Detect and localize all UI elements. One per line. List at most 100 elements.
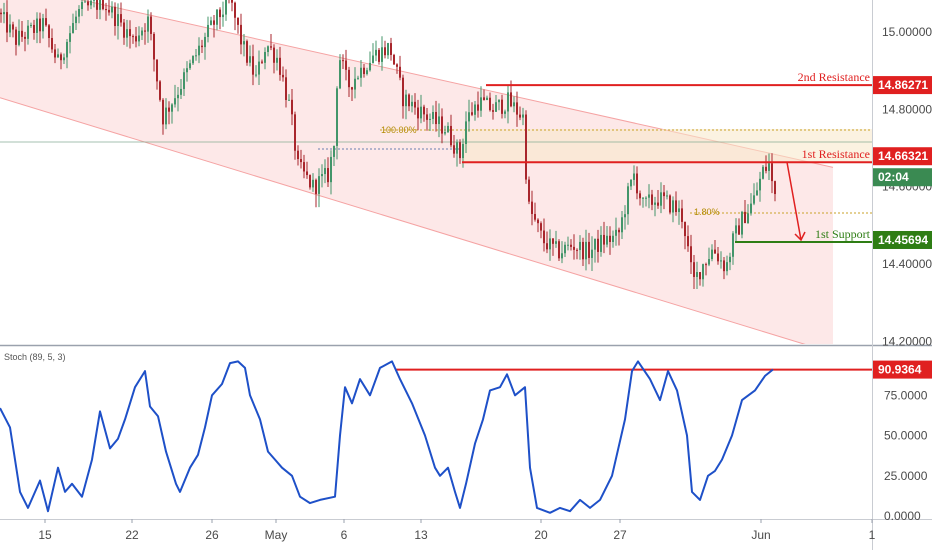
candle <box>642 197 644 199</box>
candle <box>594 238 596 250</box>
candle <box>531 201 533 214</box>
candle <box>441 116 443 134</box>
candle <box>264 52 266 63</box>
candle <box>774 181 776 195</box>
candle <box>12 24 14 30</box>
candle <box>54 49 56 58</box>
candle <box>120 14 122 23</box>
candle <box>279 57 281 75</box>
stoch-tick-label: 50.0000 <box>884 429 928 443</box>
candle <box>285 77 287 100</box>
time-axis: 15 22 26 May 6 13 20 27 Jun 1 <box>38 519 876 542</box>
candle <box>369 62 371 71</box>
candle <box>306 171 308 176</box>
candle <box>711 249 713 260</box>
candle <box>93 0 95 1</box>
candle <box>294 114 296 151</box>
candle <box>234 2 236 18</box>
candle <box>555 241 557 244</box>
candle <box>537 219 539 224</box>
candle <box>684 221 686 237</box>
stoch-tick-label: 25.0000 <box>884 469 928 483</box>
candle <box>690 246 692 263</box>
candle <box>27 25 29 39</box>
candle <box>693 262 695 277</box>
candle <box>405 94 407 107</box>
candle <box>483 97 485 101</box>
candle <box>198 45 200 56</box>
candle <box>504 111 506 114</box>
candle <box>348 69 350 88</box>
1st-support-label: 1st Support <box>815 227 871 241</box>
candle <box>162 99 164 125</box>
candle <box>735 225 737 234</box>
candle <box>423 106 425 115</box>
candle <box>765 166 767 171</box>
candle <box>741 211 743 235</box>
time-tick-label: 27 <box>613 528 627 542</box>
candle <box>375 49 377 56</box>
candle <box>318 176 320 194</box>
candle <box>393 54 395 65</box>
candle <box>30 24 32 26</box>
candle <box>534 213 536 220</box>
candle <box>78 9 80 17</box>
candle <box>561 253 563 259</box>
candle <box>165 107 167 125</box>
candle <box>489 97 491 111</box>
candle <box>300 159 302 163</box>
candle <box>384 47 386 56</box>
fib-1.8-label: 1.80% <box>694 207 720 217</box>
candle <box>540 223 542 231</box>
candle <box>654 202 656 205</box>
candle <box>768 163 770 171</box>
candle <box>189 63 191 69</box>
time-tick-label: 6 <box>341 528 348 542</box>
candle <box>48 25 50 39</box>
candle <box>678 208 680 213</box>
candle <box>492 110 494 112</box>
candle <box>51 38 53 50</box>
fib-100-label: 100.00% <box>381 125 417 135</box>
candle <box>351 87 353 90</box>
candle <box>366 70 368 75</box>
candle <box>6 12 8 33</box>
candle <box>171 104 173 112</box>
candle <box>633 173 635 180</box>
candle <box>132 36 134 38</box>
candle <box>636 173 638 194</box>
candle <box>105 9 107 11</box>
candle <box>291 99 293 115</box>
candle <box>378 49 380 62</box>
candle <box>138 35 140 42</box>
candle <box>216 9 218 25</box>
candle <box>396 64 398 67</box>
candle <box>744 211 746 224</box>
candle <box>360 67 362 78</box>
candle <box>546 243 548 250</box>
1st-support-value: 14.45694 <box>878 233 928 247</box>
candle <box>501 99 503 114</box>
countdown-timer: 02:04 <box>878 170 909 184</box>
candle <box>267 46 269 53</box>
time-tick-label: 26 <box>205 528 219 542</box>
candle <box>147 16 149 32</box>
candle <box>729 256 731 263</box>
candle <box>759 178 761 191</box>
price-tick-label: 14.80000 <box>882 102 932 116</box>
candle <box>75 16 77 24</box>
candle <box>201 45 203 48</box>
price-tick-label: 15.00000 <box>882 25 932 39</box>
candle <box>453 145 455 154</box>
candle <box>660 192 662 206</box>
candle <box>243 41 245 45</box>
candle <box>651 194 653 205</box>
candle <box>585 241 587 260</box>
candle <box>579 241 581 251</box>
candle <box>210 20 212 25</box>
time-tick-label: 13 <box>414 528 428 542</box>
candle <box>639 193 641 199</box>
candle <box>258 61 260 75</box>
candle <box>381 47 383 62</box>
